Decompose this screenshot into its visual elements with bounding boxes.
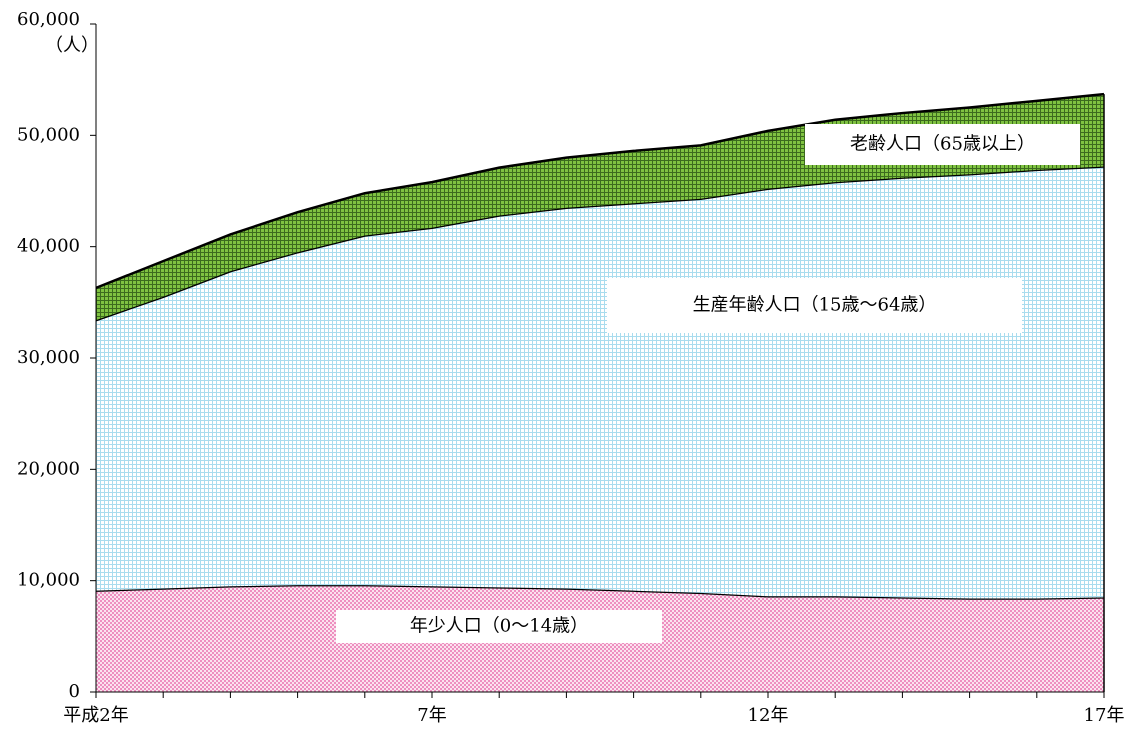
areas — [95, 92, 1105, 692]
y-tick-label: 0 — [69, 681, 80, 702]
label-box — [336, 610, 662, 643]
x-tick-label: 7年 — [417, 705, 446, 726]
label-box — [805, 124, 1080, 165]
y-tick-label: 20,000 — [17, 458, 80, 479]
x-tick-label: 平成2年 — [63, 705, 128, 726]
y-tick-label: 50,000 — [17, 124, 80, 145]
label-box — [607, 278, 1022, 333]
series-label: 年少人口（0～14歳） — [410, 616, 588, 637]
area — [96, 166, 1104, 599]
x-tick-label: 17年 — [1084, 705, 1125, 726]
y-axis-label: （人） — [45, 35, 99, 56]
series-label: 生産年齢人口（15歳～64歳） — [693, 295, 937, 316]
x-tick-label: 12年 — [748, 705, 789, 726]
y-tick-label: 30,000 — [17, 347, 80, 368]
series-label: 老齢人口（65歳以上） — [850, 134, 1035, 155]
y-tick-label: 60,000 — [17, 9, 80, 30]
y-tick-label: 40,000 — [17, 236, 80, 257]
area-edge — [95, 92, 1105, 290]
y-tick-label: 10,000 — [17, 570, 80, 591]
